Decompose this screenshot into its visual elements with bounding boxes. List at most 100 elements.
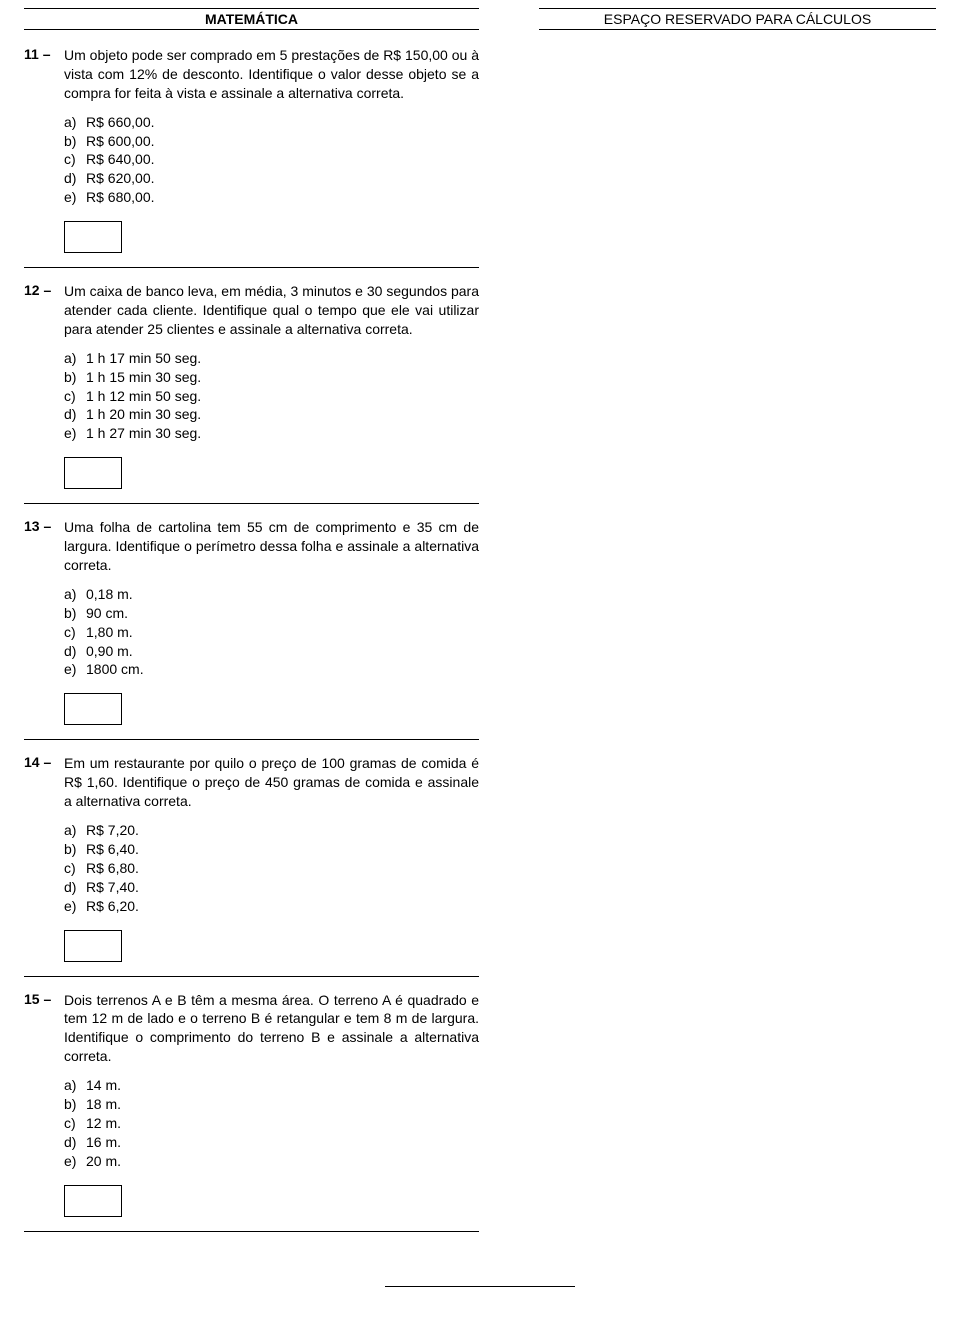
option-text: 1 h 12 min 50 seg. [86,387,201,406]
option-letter: d) [64,878,86,897]
question-number: 11 – [24,46,58,62]
question-text: Um caixa de banco leva, em média, 3 minu… [64,282,479,339]
options-list: a)1 h 17 min 50 seg. b)1 h 15 min 30 seg… [64,349,479,443]
option-b[interactable]: b)90 cm. [64,604,479,623]
option-text: R$ 660,00. [86,113,155,132]
answer-box[interactable] [64,693,122,725]
option-b[interactable]: b)1 h 15 min 30 seg. [64,368,479,387]
option-a[interactable]: a)1 h 17 min 50 seg. [64,349,479,368]
question-divider [24,1231,479,1232]
option-text: 18 m. [86,1095,121,1114]
option-letter: a) [64,113,86,132]
option-c[interactable]: c)1 h 12 min 50 seg. [64,387,479,406]
option-text: 20 m. [86,1152,121,1171]
question-text: Dois terrenos A e B têm a mesma área. O … [64,991,479,1067]
option-letter: d) [64,1133,86,1152]
option-e[interactable]: e)20 m. [64,1152,479,1171]
option-text: 1 h 20 min 30 seg. [86,405,201,424]
answer-box[interactable] [64,930,122,962]
option-letter: c) [64,150,86,169]
option-text: 0,18 m. [86,585,133,604]
options-list: a)0,18 m. b)90 cm. c)1,80 m. d)0,90 m. e… [64,585,479,679]
option-d[interactable]: d)R$ 620,00. [64,169,479,188]
option-letter: c) [64,859,86,878]
option-letter: b) [64,368,86,387]
question-15: 15 – Dois terrenos A e B têm a mesma áre… [24,991,479,1217]
section-header-left: MATEMÁTICA [24,8,479,30]
option-d[interactable]: d)R$ 7,40. [64,878,479,897]
option-text: R$ 620,00. [86,169,155,188]
option-text: 16 m. [86,1133,121,1152]
question-12: 12 – Um caixa de banco leva, em média, 3… [24,282,479,489]
option-a[interactable]: a)14 m. [64,1076,479,1095]
option-e[interactable]: e)R$ 680,00. [64,188,479,207]
question-number: 13 – [24,518,58,534]
question-text: Um objeto pode ser comprado em 5 prestaç… [64,46,479,103]
option-text: 1800 cm. [86,660,144,679]
options-list: a)R$ 7,20. b)R$ 6,40. c)R$ 6,80. d)R$ 7,… [64,821,479,915]
question-text: Uma folha de cartolina tem 55 cm de comp… [64,518,479,575]
question-body: 15 – Dois terrenos A e B têm a mesma áre… [24,991,479,1067]
footer-line [385,1286,575,1287]
option-text: R$ 6,80. [86,859,139,878]
option-letter: e) [64,424,86,443]
option-letter: a) [64,349,86,368]
option-letter: a) [64,821,86,840]
option-c[interactable]: c)1,80 m. [64,623,479,642]
option-letter: d) [64,642,86,661]
option-text: 1 h 27 min 30 seg. [86,424,201,443]
left-column: MATEMÁTICA 11 – Um objeto pode ser compr… [24,8,479,1246]
option-c[interactable]: c)R$ 640,00. [64,150,479,169]
option-b[interactable]: b)R$ 6,40. [64,840,479,859]
option-text: R$ 680,00. [86,188,155,207]
option-text: R$ 6,20. [86,897,139,916]
option-letter: e) [64,188,86,207]
option-c[interactable]: c)R$ 6,80. [64,859,479,878]
option-e[interactable]: e)1 h 27 min 30 seg. [64,424,479,443]
option-b[interactable]: b)R$ 600,00. [64,132,479,151]
option-text: 1 h 17 min 50 seg. [86,349,201,368]
option-letter: b) [64,132,86,151]
question-text: Em um restaurante por quilo o preço de 1… [64,754,479,811]
option-letter: d) [64,405,86,424]
answer-box[interactable] [64,221,122,253]
right-column: ESPAÇO RESERVADO PARA CÁLCULOS [539,8,936,1246]
option-d[interactable]: d)1 h 20 min 30 seg. [64,405,479,424]
options-list: a)R$ 660,00. b)R$ 600,00. c)R$ 640,00. d… [64,113,479,207]
option-a[interactable]: a)R$ 7,20. [64,821,479,840]
page-container: MATEMÁTICA 11 – Um objeto pode ser compr… [24,8,936,1246]
option-letter: a) [64,585,86,604]
question-divider [24,976,479,977]
question-number: 12 – [24,282,58,298]
option-text: R$ 640,00. [86,150,155,169]
question-number: 14 – [24,754,58,770]
option-letter: e) [64,897,86,916]
option-d[interactable]: d)0,90 m. [64,642,479,661]
option-letter: a) [64,1076,86,1095]
option-letter: d) [64,169,86,188]
answer-box[interactable] [64,457,122,489]
option-text: R$ 600,00. [86,132,155,151]
option-a[interactable]: a)0,18 m. [64,585,479,604]
question-body: 13 – Uma folha de cartolina tem 55 cm de… [24,518,479,575]
option-letter: e) [64,660,86,679]
option-letter: e) [64,1152,86,1171]
option-letter: c) [64,623,86,642]
question-body: 14 – Em um restaurante por quilo o preço… [24,754,479,811]
question-11: 11 – Um objeto pode ser comprado em 5 pr… [24,46,479,253]
question-divider [24,267,479,268]
question-body: 11 – Um objeto pode ser comprado em 5 pr… [24,46,479,103]
option-text: 0,90 m. [86,642,133,661]
option-text: R$ 7,40. [86,878,139,897]
option-letter: c) [64,387,86,406]
option-d[interactable]: d)16 m. [64,1133,479,1152]
option-e[interactable]: e)1800 cm. [64,660,479,679]
option-a[interactable]: a)R$ 660,00. [64,113,479,132]
option-b[interactable]: b)18 m. [64,1095,479,1114]
question-number: 15 – [24,991,58,1007]
option-letter: b) [64,604,86,623]
answer-box[interactable] [64,1185,122,1217]
option-c[interactable]: c)12 m. [64,1114,479,1133]
option-e[interactable]: e)R$ 6,20. [64,897,479,916]
option-letter: b) [64,1095,86,1114]
